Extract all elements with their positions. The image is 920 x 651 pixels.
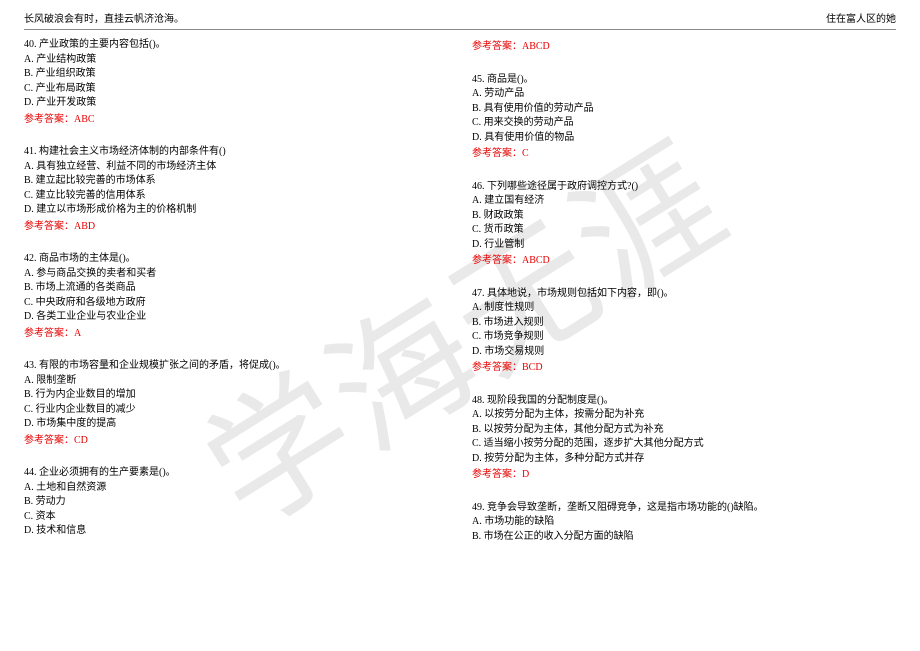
option-text: D. 市场集中度的提高 [24, 417, 448, 432]
option-text: D. 按劳分配为主体，多种分配方式并存 [472, 452, 896, 467]
question-text: 44. 企业必须拥有的生产要素是()。 [24, 466, 448, 481]
option-text: D. 技术和信息 [24, 524, 448, 539]
header-left-quote: 长风破浪会有时，直挂云帆济沧海。 [24, 10, 184, 25]
option-text: A. 参与商品交换的卖者和买者 [24, 267, 448, 282]
option-text: A. 建立国有经济 [472, 194, 896, 209]
question-text: 49. 竞争会导致垄断，垄断又阻碍竞争，这是指市场功能的()缺陷。 [472, 501, 896, 516]
question-block: 43. 有限的市场容量和企业规模扩张之间的矛盾，将促成()。 A. 限制垄断 B… [24, 359, 448, 448]
answer-text: 参考答案：ABCD [472, 40, 896, 55]
question-block: 41. 构建社会主义市场经济体制的内部条件有() A. 具有独立经营、利益不同的… [24, 145, 448, 234]
option-text: D. 各类工业企业与农业企业 [24, 310, 448, 325]
option-text: A. 劳动产品 [472, 87, 896, 102]
option-text: C. 行业内企业数目的减少 [24, 403, 448, 418]
option-text: B. 市场在公正的收入分配方面的缺陷 [472, 530, 896, 545]
question-text: 47. 具体地说，市场规则包括如下内容，即()。 [472, 287, 896, 302]
option-text: B. 具有使用价值的劳动产品 [472, 102, 896, 117]
option-text: B. 市场上流通的各类商品 [24, 281, 448, 296]
header-right-text: 住在富人区的她 [826, 10, 896, 25]
question-block: 48. 现阶段我国的分配制度是()。 A. 以按劳分配为主体，按需分配为补充 B… [472, 394, 896, 483]
option-text: B. 劳动力 [24, 495, 448, 510]
question-block: 47. 具体地说，市场规则包括如下内容，即()。 A. 制度性规则 B. 市场进… [472, 287, 896, 376]
left-column: 40. 产业政策的主要内容包括()。 A. 产业结构政策 B. 产业组织政策 C… [24, 38, 448, 562]
option-text: B. 行为内企业数目的增加 [24, 388, 448, 403]
option-text: C. 市场竞争规则 [472, 330, 896, 345]
answer-text: 参考答案：ABCD [472, 254, 896, 269]
question-text: 40. 产业政策的主要内容包括()。 [24, 38, 448, 53]
question-text: 45. 商品是()。 [472, 73, 896, 88]
answer-text: 参考答案：D [472, 468, 896, 483]
answer-text: 参考答案：ABD [24, 220, 448, 235]
question-block: 参考答案：ABCD [472, 40, 896, 55]
option-text: B. 财政政策 [472, 209, 896, 224]
option-text: C. 货币政策 [472, 223, 896, 238]
question-block: 46. 下列哪些途径属于政府调控方式?() A. 建立国有经济 B. 财政政策 … [472, 180, 896, 269]
question-block: 49. 竞争会导致垄断，垄断又阻碍竞争，这是指市场功能的()缺陷。 A. 市场功… [472, 501, 896, 545]
answer-text: 参考答案：CD [24, 434, 448, 449]
option-text: A. 具有独立经营、利益不同的市场经济主体 [24, 160, 448, 175]
option-text: A. 土地和自然资源 [24, 481, 448, 496]
page-header: 长风破浪会有时，直挂云帆济沧海。 住在富人区的她 [24, 0, 896, 30]
option-text: A. 限制垄断 [24, 374, 448, 389]
option-text: D. 建立以市场形成价格为主的价格机制 [24, 203, 448, 218]
columns-wrapper: 40. 产业政策的主要内容包括()。 A. 产业结构政策 B. 产业组织政策 C… [24, 30, 896, 562]
question-text: 46. 下列哪些途径属于政府调控方式?() [472, 180, 896, 195]
option-text: C. 用来交换的劳动产品 [472, 116, 896, 131]
option-text: B. 市场进入规则 [472, 316, 896, 331]
answer-text: 参考答案：A [24, 327, 448, 342]
option-text: A. 市场功能的缺陷 [472, 515, 896, 530]
option-text: B. 建立起比较完善的市场体系 [24, 174, 448, 189]
option-text: C. 适当缩小按劳分配的范围，逐步扩大其他分配方式 [472, 437, 896, 452]
option-text: C. 资本 [24, 510, 448, 525]
right-column: 参考答案：ABCD 45. 商品是()。 A. 劳动产品 B. 具有使用价值的劳… [472, 38, 896, 562]
document-page: 学海无涯 长风破浪会有时，直挂云帆济沧海。 住在富人区的她 40. 产业政策的主… [0, 0, 920, 651]
question-block: 42. 商品市场的主体是()。 A. 参与商品交换的卖者和买者 B. 市场上流通… [24, 252, 448, 341]
question-text: 42. 商品市场的主体是()。 [24, 252, 448, 267]
option-text: C. 产业布局政策 [24, 82, 448, 97]
option-text: D. 行业管制 [472, 238, 896, 253]
question-text: 43. 有限的市场容量和企业规模扩张之间的矛盾，将促成()。 [24, 359, 448, 374]
answer-text: 参考答案：BCD [472, 361, 896, 376]
question-block: 45. 商品是()。 A. 劳动产品 B. 具有使用价值的劳动产品 C. 用来交… [472, 73, 896, 162]
option-text: D. 市场交易规则 [472, 345, 896, 360]
option-text: A. 产业结构政策 [24, 53, 448, 68]
answer-text: 参考答案：C [472, 147, 896, 162]
option-text: A. 制度性规则 [472, 301, 896, 316]
question-block: 44. 企业必须拥有的生产要素是()。 A. 土地和自然资源 B. 劳动力 C.… [24, 466, 448, 539]
question-text: 41. 构建社会主义市场经济体制的内部条件有() [24, 145, 448, 160]
option-text: A. 以按劳分配为主体，按需分配为补充 [472, 408, 896, 423]
option-text: D. 产业开发政策 [24, 96, 448, 111]
option-text: B. 以按劳分配为主体，其他分配方式为补充 [472, 423, 896, 438]
question-text: 48. 现阶段我国的分配制度是()。 [472, 394, 896, 409]
option-text: C. 中央政府和各级地方政府 [24, 296, 448, 311]
option-text: B. 产业组织政策 [24, 67, 448, 82]
question-block: 40. 产业政策的主要内容包括()。 A. 产业结构政策 B. 产业组织政策 C… [24, 38, 448, 127]
answer-text: 参考答案：ABC [24, 113, 448, 128]
option-text: C. 建立比较完善的信用体系 [24, 189, 448, 204]
option-text: D. 具有使用价值的物品 [472, 131, 896, 146]
